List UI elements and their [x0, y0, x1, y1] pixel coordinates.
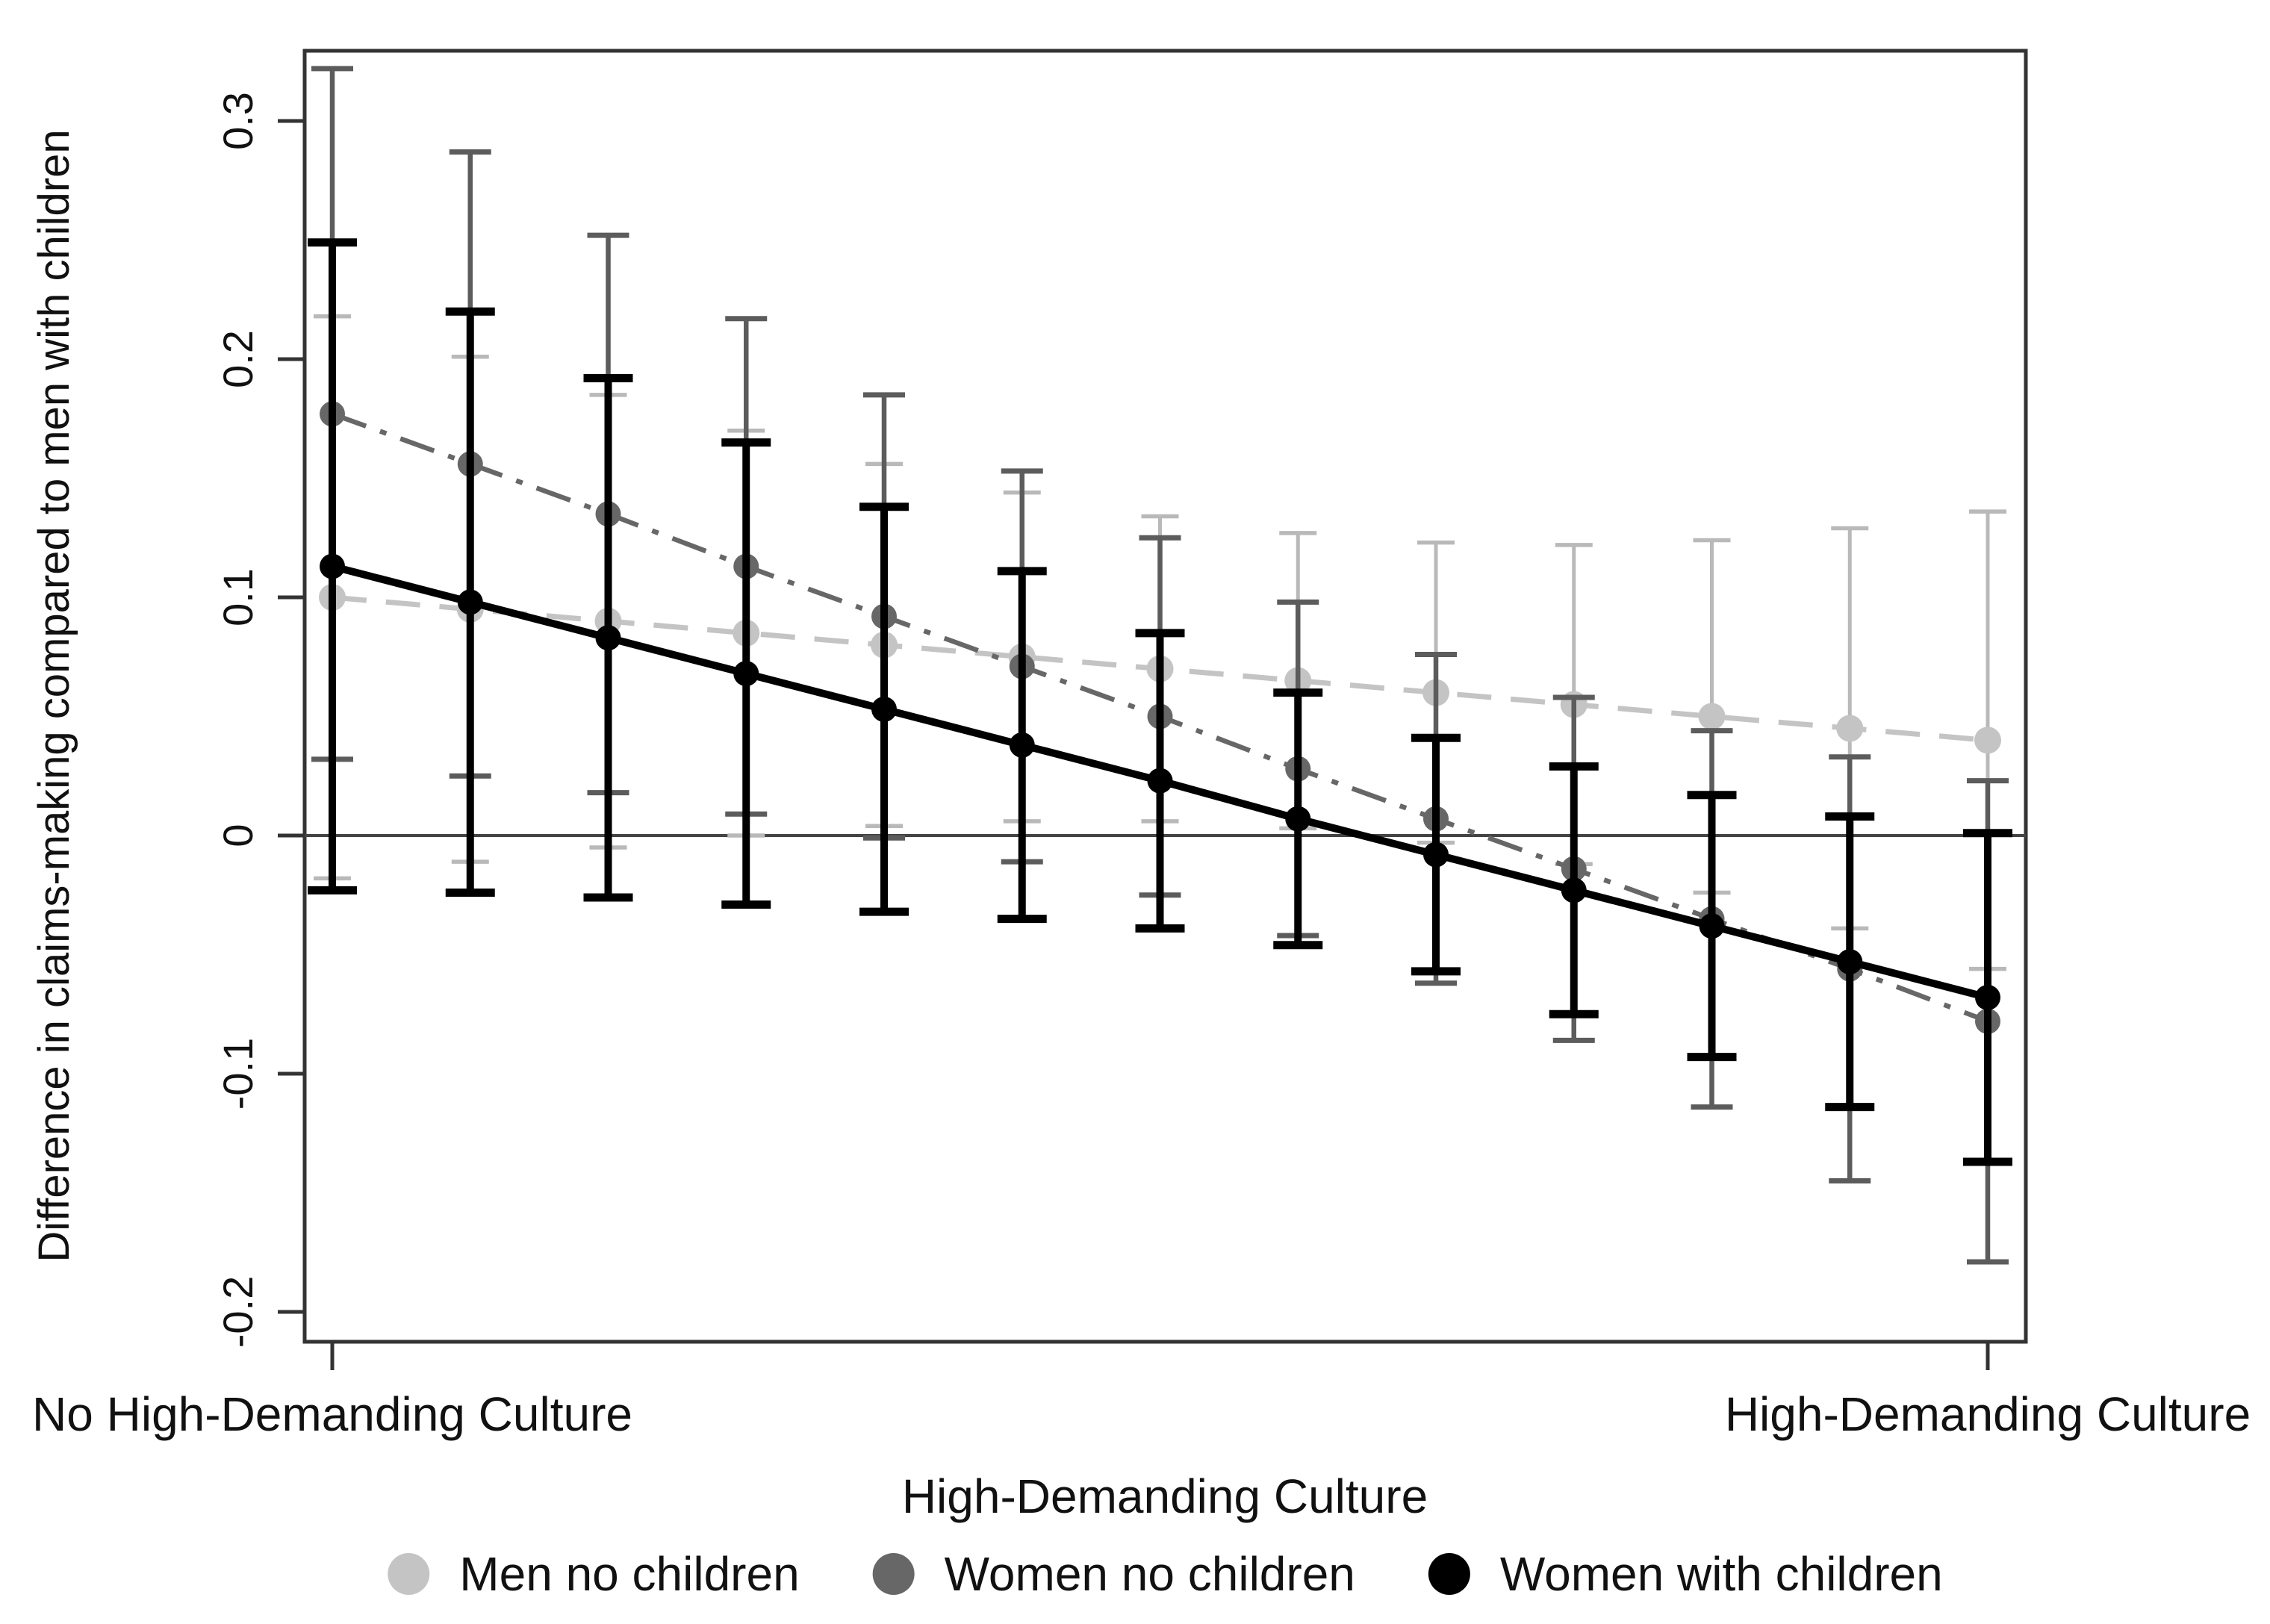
data-point — [1009, 732, 1035, 758]
series-2 — [308, 238, 2012, 1166]
data-point — [595, 625, 621, 651]
legend-label: Women no children — [945, 1547, 1355, 1601]
data-point — [320, 553, 345, 579]
legend-marker-icon — [1428, 1553, 1470, 1595]
x-tick-label-left: No High-Demanding Culture — [32, 1387, 632, 1441]
data-point — [1975, 984, 2000, 1010]
x-axis-title: High-Demanding Culture — [902, 1469, 1428, 1523]
legend: Men no children Women no children Women wi… — [388, 1547, 1943, 1601]
plot-area: 0.3 0.2 0.1 0 -0.1 -0.2 — [214, 49, 2028, 1370]
data-point — [1698, 703, 1726, 730]
data-point — [1423, 841, 1449, 868]
data-point — [1836, 715, 1864, 742]
legend-item: Women no children — [872, 1547, 1355, 1601]
legend-label: Men no children — [459, 1547, 799, 1601]
y-tick-label: -0.2 — [214, 1276, 261, 1348]
data-point — [457, 589, 483, 615]
data-point — [1285, 806, 1311, 832]
data-point — [871, 696, 897, 722]
data-point — [733, 661, 759, 687]
legend-label: Women with children — [1500, 1547, 1943, 1601]
y-tick-label: 0.3 — [214, 92, 261, 150]
legend-item: Women with children — [1428, 1547, 1943, 1601]
data-point — [1561, 877, 1587, 903]
data-point — [1974, 727, 2001, 754]
y-tick-label: 0 — [214, 824, 261, 847]
plot-frame — [302, 49, 2028, 1344]
legend-marker-icon — [872, 1553, 915, 1595]
legend-marker-icon — [388, 1553, 430, 1595]
y-tick-label: 0.2 — [214, 330, 261, 388]
x-tick-label-right: High-Demanding Culture — [1725, 1387, 2251, 1441]
data-point — [1699, 913, 1725, 939]
legend-item: Men no children — [388, 1547, 800, 1601]
y-axis-title: Difference in claims-making compared to … — [30, 129, 78, 1262]
y-tick-label: -0.1 — [214, 1038, 261, 1110]
data-point — [1147, 768, 1173, 794]
y-tick-label: 0.1 — [214, 568, 261, 626]
data-point — [1837, 949, 1863, 975]
